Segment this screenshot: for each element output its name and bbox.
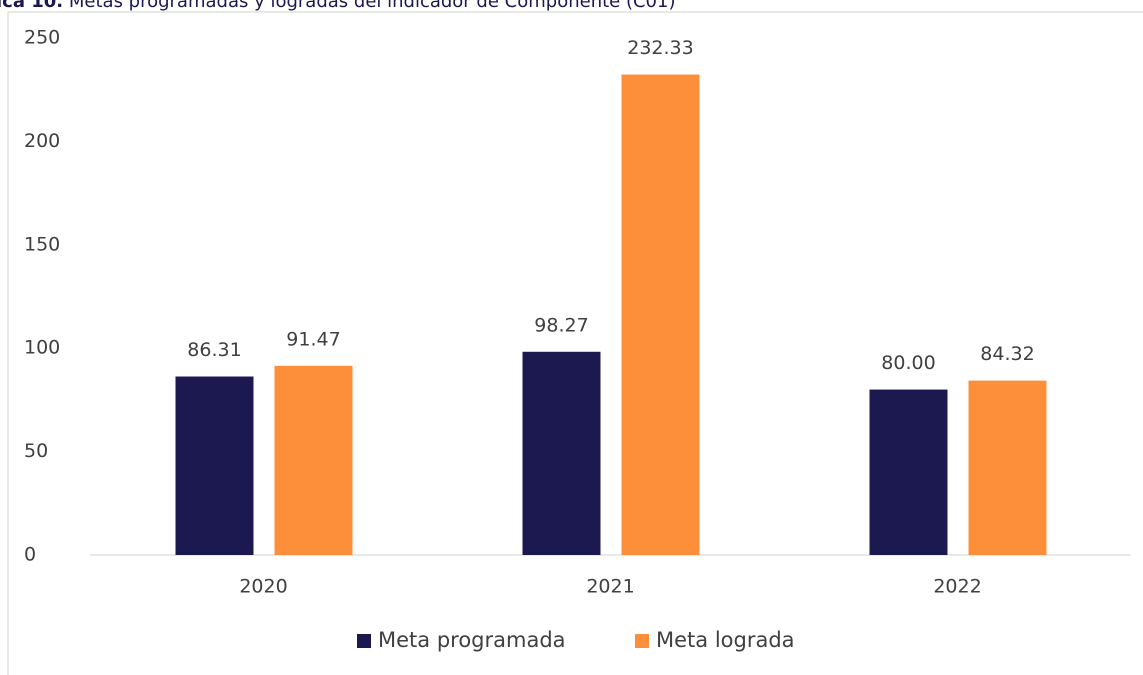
x-tick-label: 2021	[586, 576, 634, 598]
x-tick-label: 2022	[933, 576, 981, 598]
legend-swatch	[357, 634, 371, 648]
legend-swatch	[635, 634, 649, 648]
title-text: Metas programadas y logradas del indicad…	[69, 0, 676, 12]
bar	[968, 380, 1047, 555]
y-tick-label: 150	[24, 233, 60, 255]
title-prefix: ica 10.	[0, 0, 63, 12]
bar	[522, 351, 601, 555]
bar	[175, 376, 254, 555]
x-tick-label: 2020	[239, 576, 287, 598]
value-label: 98.27	[534, 314, 588, 336]
value-label: 232.33	[627, 37, 693, 59]
y-tick-label: 100	[24, 337, 60, 359]
legend-label: Meta lograda	[656, 628, 795, 652]
value-label: 80.00	[881, 352, 935, 374]
y-tick-label: 250	[24, 27, 60, 49]
y-tick-label: 0	[24, 544, 36, 566]
value-label: 84.32	[980, 343, 1034, 365]
bar	[274, 365, 353, 555]
y-tick-label: 200	[24, 130, 60, 152]
bar	[621, 74, 700, 555]
y-tick-label: 50	[24, 440, 48, 462]
value-label: 91.47	[286, 328, 340, 350]
chart-title: ica 10. Metas programadas y logradas del…	[0, 0, 675, 12]
chart-frame	[7, 11, 1143, 675]
value-label: 86.31	[187, 339, 241, 361]
bar	[869, 389, 948, 555]
legend-label: Meta programada	[378, 628, 566, 652]
